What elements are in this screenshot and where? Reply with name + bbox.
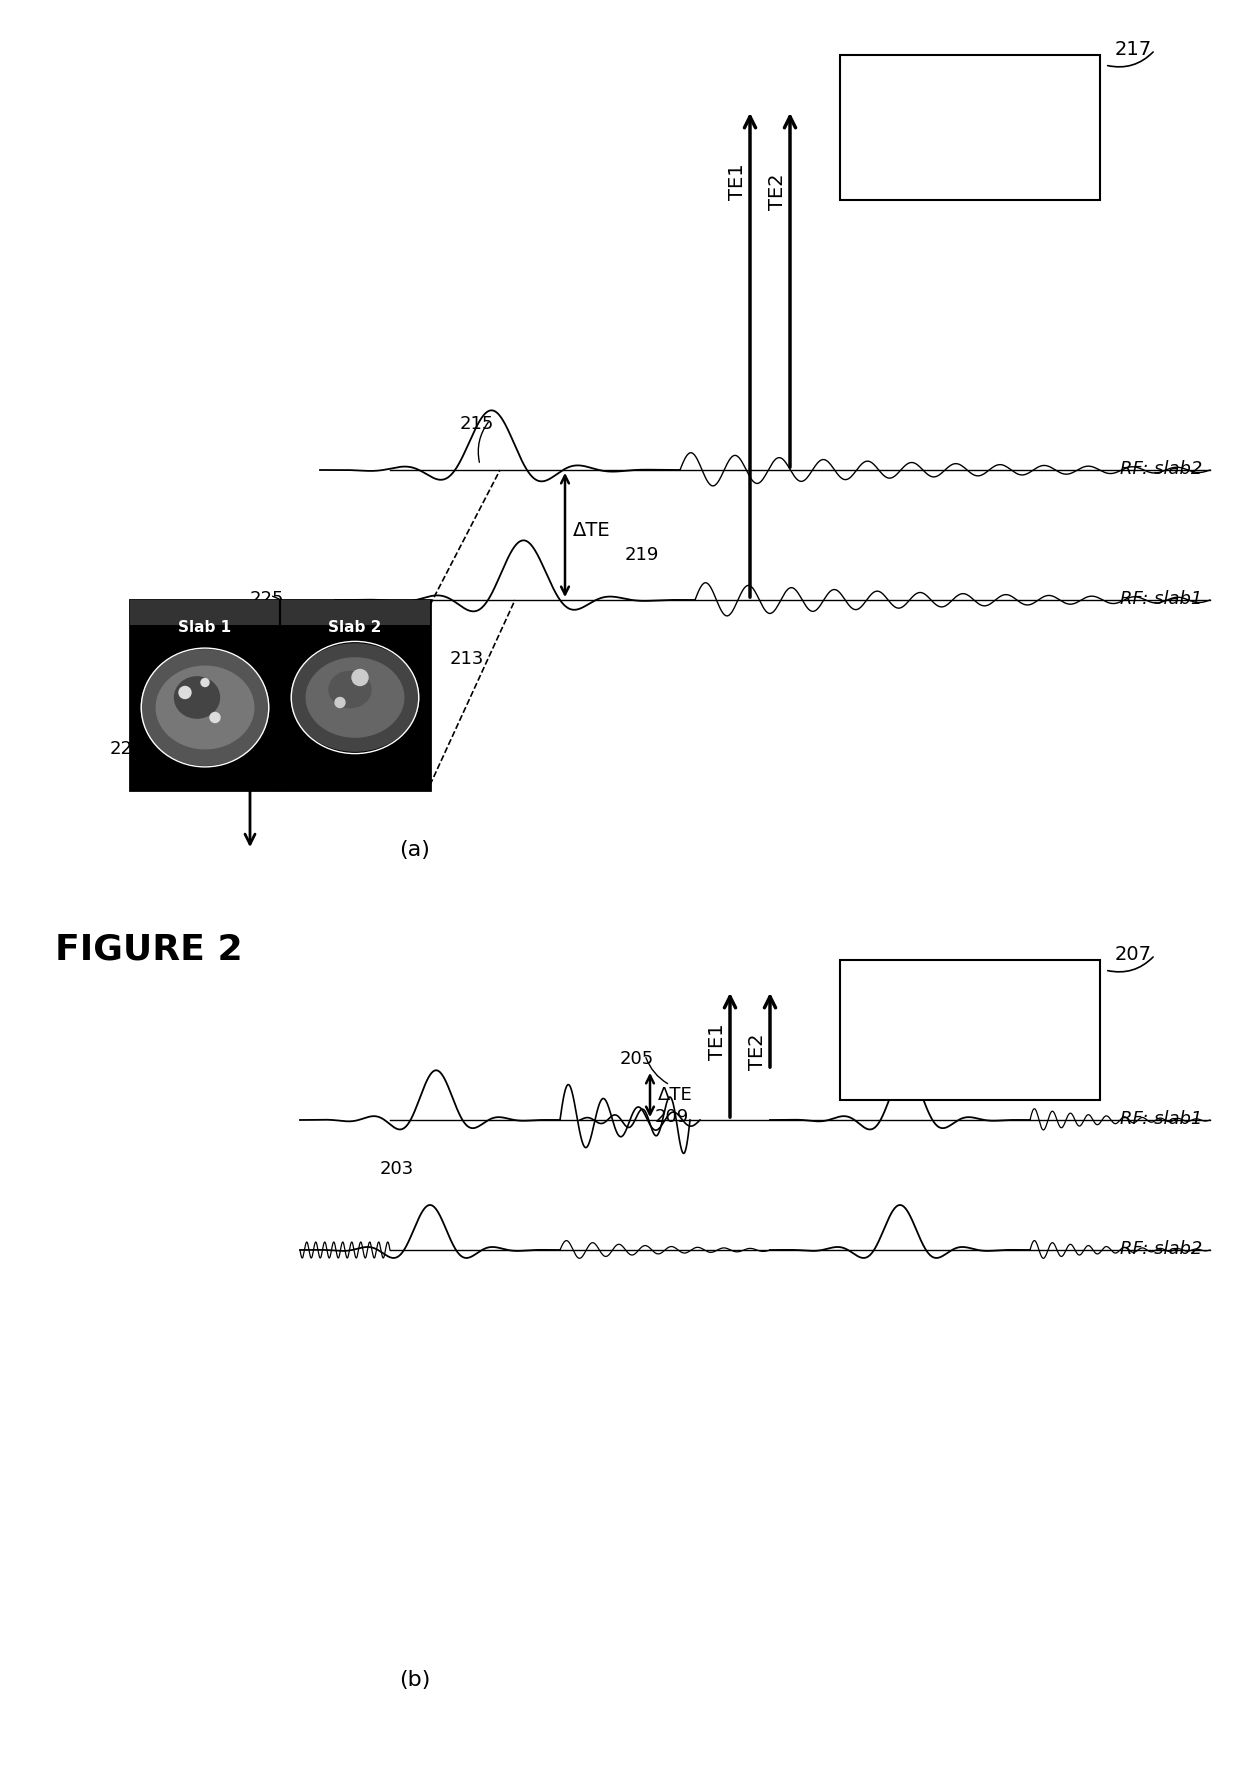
Text: 219: 219 bbox=[625, 545, 660, 563]
Text: ΔTE: ΔTE bbox=[658, 1085, 693, 1103]
Text: Slab 2: Slab 2 bbox=[329, 620, 382, 635]
Bar bbox=[130, 601, 430, 626]
Text: TE2: TE2 bbox=[768, 173, 787, 209]
Circle shape bbox=[179, 687, 191, 699]
Text: 223: 223 bbox=[110, 740, 145, 758]
Text: 215: 215 bbox=[460, 415, 495, 433]
Text: ΔTE: ΔTE bbox=[573, 520, 610, 540]
Bar bbox=[130, 601, 430, 790]
Text: FIGURE 2: FIGURE 2 bbox=[55, 933, 243, 967]
Text: (a): (a) bbox=[399, 840, 430, 860]
Ellipse shape bbox=[175, 678, 219, 719]
Ellipse shape bbox=[141, 649, 269, 765]
Text: RF: slab2: RF: slab2 bbox=[1120, 1241, 1202, 1259]
Text: ADC readout: ADC readout bbox=[961, 66, 980, 190]
Circle shape bbox=[352, 669, 368, 685]
Text: (b): (b) bbox=[399, 1670, 430, 1690]
Text: 225: 225 bbox=[250, 590, 284, 608]
Text: ADC readout: ADC readout bbox=[961, 967, 980, 1092]
Text: TE2: TE2 bbox=[748, 1033, 768, 1069]
Ellipse shape bbox=[156, 667, 254, 749]
Text: 209: 209 bbox=[655, 1109, 689, 1126]
Ellipse shape bbox=[291, 644, 419, 751]
Ellipse shape bbox=[329, 670, 371, 708]
Text: RF: slab1: RF: slab1 bbox=[1120, 1110, 1202, 1128]
Bar bbox=[839, 55, 1100, 200]
Text: TE1: TE1 bbox=[728, 163, 746, 200]
Text: RF: slab1: RF: slab1 bbox=[1120, 590, 1202, 608]
Circle shape bbox=[201, 678, 210, 687]
Circle shape bbox=[335, 697, 345, 708]
Text: RF: slab2: RF: slab2 bbox=[1120, 460, 1202, 477]
Circle shape bbox=[210, 712, 219, 722]
Text: 207: 207 bbox=[1115, 946, 1152, 964]
Text: 213: 213 bbox=[450, 651, 485, 669]
Text: 205: 205 bbox=[620, 1050, 655, 1067]
Text: Slab 1: Slab 1 bbox=[179, 620, 232, 635]
Bar bbox=[839, 960, 1100, 1100]
Ellipse shape bbox=[306, 658, 404, 737]
Text: 203: 203 bbox=[379, 1160, 414, 1178]
Text: TE1: TE1 bbox=[708, 1023, 727, 1060]
Text: 217: 217 bbox=[1115, 39, 1152, 59]
